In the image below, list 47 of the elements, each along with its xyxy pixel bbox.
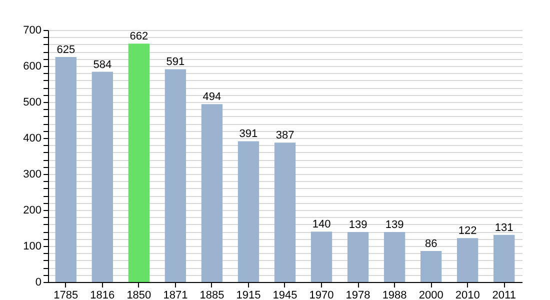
y-tick-label: 0: [35, 276, 42, 288]
x-tick-label: 1915: [236, 290, 261, 300]
data-label: 122: [458, 225, 477, 238]
y-tick-label: 200: [23, 204, 42, 216]
y-tick-label: 600: [23, 60, 42, 72]
data-label: 391: [239, 128, 258, 140]
x-tick-label: 1885: [200, 290, 224, 300]
x-tick-label: 1785: [54, 290, 78, 300]
x-tick-label: 1988: [382, 290, 407, 300]
data-label: 131: [494, 222, 514, 234]
bar: [384, 232, 406, 282]
y-tick-label: 700: [23, 24, 42, 36]
data-label: 625: [56, 44, 76, 56]
data-label: 139: [348, 218, 368, 231]
data-label: 140: [312, 218, 331, 231]
bar: [420, 251, 442, 282]
data-label: 139: [385, 218, 404, 231]
x-tick-label: 1816: [90, 290, 115, 300]
data-label: 86: [424, 238, 438, 250]
data-label: 662: [130, 30, 148, 43]
bar: [201, 104, 223, 282]
bar: [310, 232, 332, 282]
bar: [347, 232, 369, 282]
bar: [164, 69, 186, 282]
x-tick-label: 1850: [126, 290, 152, 300]
bar: [238, 141, 260, 282]
bar: [494, 234, 515, 282]
data-label: 494: [202, 91, 222, 104]
data-label: 591: [166, 56, 185, 68]
data-label: 387: [276, 130, 294, 142]
x-tick-label: 2010: [455, 290, 480, 300]
x-tick-label: 1970: [309, 290, 334, 300]
bar: [128, 44, 150, 282]
y-tick-label: 500: [23, 96, 42, 108]
data-label: 584: [93, 58, 112, 71]
y-tick-label: 400: [23, 132, 42, 144]
x-tick-label: 1871: [163, 290, 188, 300]
bar: [92, 72, 113, 282]
x-tick-label: 2011: [492, 290, 516, 300]
bar: [457, 238, 478, 282]
x-tick-label: 1945: [272, 290, 298, 300]
bar: [55, 57, 76, 282]
bar: [274, 142, 296, 282]
y-tick-label: 100: [23, 240, 42, 252]
x-tick-label: 2000: [418, 290, 444, 300]
x-tick-label: 1978: [346, 290, 370, 300]
y-tick-label: 300: [23, 168, 42, 180]
